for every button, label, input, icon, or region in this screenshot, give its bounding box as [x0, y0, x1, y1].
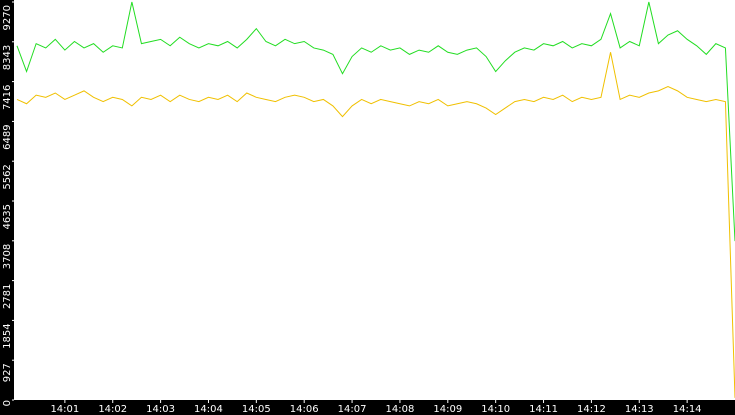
x-tick-label: 14:05 [242, 404, 271, 415]
x-tick-label: 14:10 [481, 404, 510, 415]
x-tick-label: 14:02 [98, 404, 127, 415]
y-tick-label: 9270 [2, 5, 13, 30]
y-axis-strip [0, 0, 14, 415]
y-tick-label: 5562 [2, 164, 13, 189]
x-tick-label: 14:06 [290, 404, 319, 415]
x-tick-label: 14:04 [194, 404, 223, 415]
y-tick-label: 2781 [2, 284, 13, 309]
y-tick-label: 1854 [2, 323, 13, 348]
x-tick-label: 14:12 [577, 404, 606, 415]
x-tick-label: 14:01 [50, 404, 79, 415]
y-tick-label: 0 [2, 400, 13, 406]
y-tick-label: 3708 [2, 244, 13, 269]
x-tick-label: 14:13 [625, 404, 654, 415]
x-tick-label: 14:14 [673, 404, 702, 415]
x-tick-label: 14:07 [338, 404, 367, 415]
x-tick-label: 14:09 [433, 404, 462, 415]
x-tick-label: 14:03 [146, 404, 175, 415]
x-tick-label: 14:08 [386, 404, 415, 415]
y-tick-label: 8343 [2, 45, 13, 70]
y-tick-label: 7416 [2, 85, 13, 110]
series-line [16, 52, 735, 398]
y-tick-label: 6489 [2, 124, 13, 149]
x-axis-strip [0, 400, 735, 415]
y-tick-label: 4635 [2, 204, 13, 229]
y-tick-label: 927 [2, 363, 13, 382]
series-line [16, 1, 735, 242]
x-tick-label: 14:11 [529, 404, 558, 415]
